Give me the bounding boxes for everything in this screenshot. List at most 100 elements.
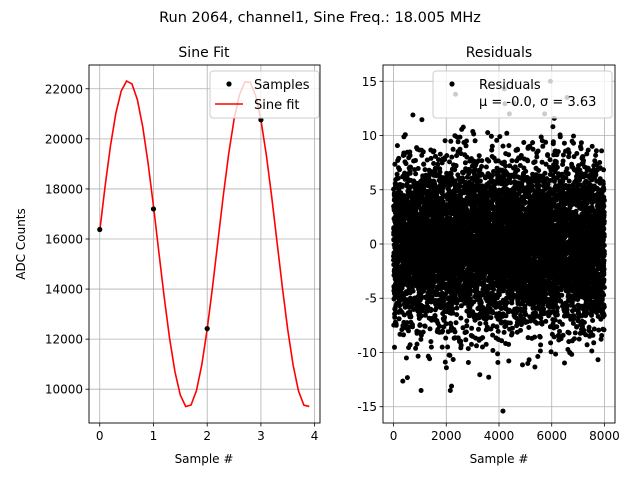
residual-point bbox=[479, 158, 485, 164]
residual-point bbox=[418, 295, 424, 301]
residual-point bbox=[445, 344, 451, 350]
residual-point bbox=[442, 359, 448, 365]
residual-point bbox=[396, 155, 402, 161]
residual-point bbox=[483, 164, 489, 170]
residual-point bbox=[467, 291, 473, 297]
sine-fit-legend-box bbox=[209, 70, 320, 119]
residual-point bbox=[393, 322, 399, 328]
residuals-plot-area bbox=[391, 78, 607, 414]
sine-fit-ytick-label: 22000 bbox=[45, 82, 83, 96]
residual-point bbox=[455, 139, 461, 145]
residual-point bbox=[431, 161, 437, 166]
residual-point bbox=[464, 323, 470, 329]
residual-point bbox=[421, 161, 427, 167]
residual-point bbox=[420, 304, 426, 309]
residual-point bbox=[458, 315, 464, 321]
sine-fit-plot-area bbox=[97, 79, 310, 408]
residual-point bbox=[448, 320, 453, 326]
residual-point bbox=[469, 325, 475, 331]
sine-fit-ytick-label: 12000 bbox=[45, 333, 83, 347]
residual-point bbox=[477, 178, 483, 184]
residual-point bbox=[486, 374, 492, 380]
residual-point bbox=[447, 352, 453, 358]
sample-point bbox=[150, 206, 157, 212]
residual-point bbox=[431, 148, 437, 154]
sine-fit-xtick-label: 2 bbox=[203, 429, 211, 443]
figure-suptitle: Run 2064, channel1, Sine Freq.: 18.005 M… bbox=[159, 10, 481, 26]
residual-point bbox=[457, 146, 463, 152]
residual-point bbox=[418, 336, 424, 342]
residual-point bbox=[515, 167, 521, 173]
residual-point bbox=[408, 164, 414, 170]
residual-point bbox=[427, 356, 433, 362]
residuals-panel: Residuals 0 2000 4000 6000 8000-15-10-505101… bbox=[357, 45, 619, 466]
residual-point bbox=[469, 341, 474, 347]
sine-fit-line bbox=[98, 79, 310, 408]
residual-point bbox=[463, 337, 469, 343]
residual-point bbox=[449, 154, 455, 160]
residual-point bbox=[399, 182, 405, 188]
sine-fit-ytick-label: 16000 bbox=[45, 232, 83, 246]
residual-point bbox=[466, 313, 472, 319]
residual-point bbox=[497, 134, 503, 140]
sample-point bbox=[258, 117, 264, 123]
residual-point bbox=[418, 313, 424, 319]
sample-point bbox=[97, 226, 103, 233]
residual-point bbox=[428, 155, 434, 161]
residual-point bbox=[450, 310, 456, 316]
residual-point bbox=[476, 326, 481, 332]
residual-point bbox=[477, 372, 483, 378]
residual-point bbox=[495, 328, 501, 334]
residual-point bbox=[404, 375, 410, 381]
residual-point bbox=[404, 320, 410, 326]
residual-point bbox=[504, 130, 510, 136]
residual-point bbox=[509, 330, 515, 336]
sine-fit-panel: Sine Fit 0 1 2 3 410000120001400016000180002… bbox=[14, 45, 321, 466]
residual-point bbox=[397, 167, 402, 173]
sine-fit-grid bbox=[89, 65, 320, 423]
residual-point bbox=[420, 149, 426, 155]
residual-point bbox=[392, 161, 398, 167]
sine-fit-ytick-label: 18000 bbox=[45, 182, 83, 196]
residual-point bbox=[403, 161, 409, 167]
residual-point bbox=[447, 159, 452, 165]
residual-point bbox=[447, 388, 453, 393]
residual-point bbox=[408, 314, 414, 320]
residual-point bbox=[410, 324, 415, 330]
sample-point bbox=[204, 326, 210, 332]
residual-point bbox=[415, 166, 421, 171]
residual-point bbox=[490, 348, 496, 353]
legend-sine-fit-label: Sine fit bbox=[254, 98, 300, 113]
residual-point bbox=[433, 153, 438, 159]
residual-point bbox=[407, 342, 413, 348]
residual-point bbox=[471, 131, 477, 137]
residual-point bbox=[460, 124, 466, 130]
residual-point bbox=[454, 312, 460, 318]
residual-point bbox=[417, 322, 423, 328]
residual-point bbox=[485, 130, 491, 136]
residual-point bbox=[494, 324, 500, 330]
residual-point bbox=[464, 318, 470, 324]
residual-point bbox=[400, 378, 406, 384]
residual-point bbox=[428, 339, 434, 345]
residual-point bbox=[450, 306, 456, 312]
sine-fit-ylabel: ADC Counts bbox=[14, 208, 28, 280]
residual-point bbox=[448, 171, 454, 177]
residual-point bbox=[443, 335, 449, 341]
residual-point bbox=[422, 167, 428, 173]
residual-point bbox=[427, 178, 433, 183]
sine-fit-xtick-label: 3 bbox=[257, 429, 265, 443]
residual-point bbox=[440, 328, 446, 334]
residual-point bbox=[462, 160, 468, 166]
residual-point bbox=[406, 324, 412, 330]
residual-point bbox=[474, 343, 479, 349]
residual-point bbox=[396, 316, 402, 322]
legend-samples-label: Samples bbox=[254, 78, 310, 93]
residual-point bbox=[406, 328, 411, 334]
residual-point bbox=[437, 323, 442, 329]
residual-point bbox=[465, 360, 471, 365]
residual-point bbox=[418, 388, 424, 393]
residual-point bbox=[453, 163, 459, 169]
residual-point bbox=[488, 315, 494, 321]
